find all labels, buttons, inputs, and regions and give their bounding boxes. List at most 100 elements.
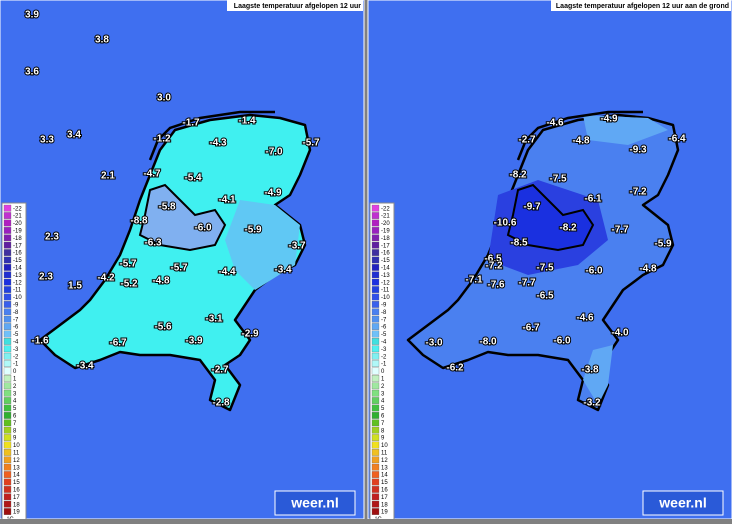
legend-swatch	[3, 449, 12, 456]
station-value: -4.8	[572, 136, 590, 147]
legend-swatch	[371, 227, 380, 234]
legend-label: -22	[381, 206, 390, 212]
region-shade	[225, 200, 300, 290]
station-value: -7.7	[611, 225, 629, 236]
title-box	[551, 0, 731, 11]
legend-swatch	[3, 271, 12, 279]
station-value: -3.2	[583, 398, 601, 409]
map-title: Laagste temperatuur afgelopen 12 uur aan…	[556, 3, 729, 10]
station-value: -5.6	[154, 322, 172, 333]
station-value: -7.2	[485, 261, 503, 272]
station-value: -5.2	[120, 279, 138, 290]
station-value: -7.7	[518, 278, 536, 289]
station-value: -2.7	[211, 365, 229, 376]
legend-label: -3	[13, 347, 19, 353]
legend-label: -22	[13, 206, 22, 212]
station-value: -9.3	[629, 145, 647, 156]
legend-label: 14	[13, 473, 20, 479]
logo-box	[274, 490, 356, 516]
station-value: -3.4	[76, 361, 94, 372]
country-shape	[38, 113, 312, 412]
legend-swatch	[3, 256, 12, 264]
legend-swatch	[371, 323, 380, 330]
legend-swatch	[371, 493, 380, 501]
legend-swatch	[371, 249, 380, 256]
legend-swatch	[371, 308, 380, 316]
legend-swatch	[3, 286, 12, 293]
legend-label: 7	[381, 421, 385, 427]
legend-label: 3	[13, 391, 17, 397]
legend-label: -11	[13, 288, 22, 294]
legend-label: 8	[381, 428, 385, 434]
legend-swatch	[3, 471, 12, 478]
station-value: -5.4	[184, 173, 202, 184]
legend-label: -2	[381, 354, 387, 360]
legend-swatch	[371, 471, 380, 478]
legend-swatch	[371, 500, 380, 508]
legend-swatch	[371, 508, 380, 515]
legend-label: 15	[13, 480, 20, 486]
station-value: -4.4	[218, 267, 236, 278]
station-value: -5.9	[244, 225, 262, 236]
station-value: -7.6	[487, 280, 505, 291]
legend-swatch	[3, 338, 12, 345]
legend-swatch	[371, 412, 380, 419]
legend-swatch	[371, 241, 380, 249]
legend-swatch	[3, 404, 12, 412]
legend-label: -18	[13, 236, 22, 242]
legend-label: -12	[13, 280, 22, 286]
legend-swatch	[3, 308, 12, 316]
legend-label: 0	[13, 369, 17, 375]
station-value: -7.0	[265, 147, 283, 158]
legend-label: -11	[381, 288, 390, 294]
station-value: -6.1	[584, 194, 602, 205]
station-value: 3.3	[40, 135, 54, 146]
legend-swatch	[3, 204, 12, 212]
legend-swatch	[3, 412, 12, 419]
legend-swatch	[3, 227, 12, 234]
logo: weer.nl	[658, 495, 706, 511]
station-value: 2.3	[39, 272, 53, 283]
station-value: 3.8	[95, 35, 109, 46]
legend-label: -20	[381, 221, 390, 227]
station-value: 3.6	[25, 67, 39, 78]
legend-label: -13	[13, 273, 22, 279]
legend-label: -10	[13, 295, 22, 301]
legend-label: -7	[13, 317, 19, 323]
station-value: -1.6	[31, 336, 49, 347]
logo: weer.nl	[290, 495, 338, 511]
legend-swatch	[371, 367, 380, 375]
legend-swatch	[371, 219, 380, 227]
legend-swatch	[3, 219, 12, 227]
legend-label: -5	[13, 332, 19, 338]
station-value: -6.3	[144, 238, 162, 249]
legend-swatch	[371, 234, 380, 242]
legend-swatch	[371, 256, 380, 264]
station-value: -4.9	[600, 114, 618, 125]
station-value: -6.0	[553, 336, 571, 347]
station-value: -5.7	[170, 263, 188, 274]
legend-label: -18	[381, 236, 390, 242]
station-value: -6.0	[194, 223, 212, 234]
station-value: 1.5	[68, 281, 82, 292]
legend-label: 3	[381, 391, 385, 397]
station-value: -4.3	[209, 138, 227, 149]
legend-swatch	[3, 493, 12, 501]
legend-label: -6	[13, 325, 19, 331]
legend-swatch	[3, 352, 12, 360]
legend-label: -4	[381, 339, 387, 345]
legend-swatch	[3, 315, 12, 323]
legend-swatch	[371, 301, 380, 308]
legend-label: 4	[381, 399, 385, 405]
legend-label: -6	[381, 325, 387, 331]
station-value: -8.0	[479, 337, 497, 348]
station-value: -7.5	[536, 263, 554, 274]
station-value: -4.8	[152, 276, 170, 287]
station-value: -7.5	[549, 174, 567, 185]
legend-swatch	[371, 463, 380, 471]
legend-swatch	[3, 397, 12, 404]
logo-box	[642, 490, 724, 516]
legend-swatch	[3, 241, 12, 249]
legend-swatch	[3, 441, 12, 449]
station-value: -5.7	[302, 138, 320, 149]
